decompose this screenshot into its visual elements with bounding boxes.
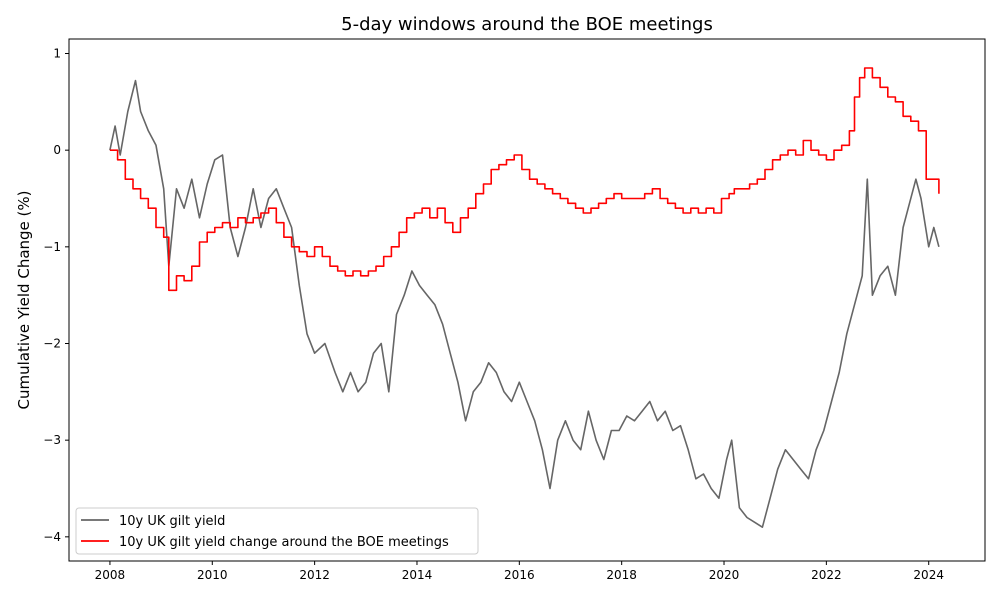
x-tick-label: 2024 bbox=[913, 568, 944, 582]
y-tick-label: 1 bbox=[53, 47, 61, 61]
legend-label-gilt-yield: 10y UK gilt yield bbox=[119, 514, 225, 529]
plot-area bbox=[69, 39, 985, 561]
x-tick-label: 2016 bbox=[504, 568, 535, 582]
y-axis: 1 0 −1 −2 −3 −4 bbox=[43, 47, 69, 544]
x-axis: 2008 2010 2012 2014 2016 2018 2020 2022 2024 bbox=[95, 561, 944, 582]
plot-frame bbox=[68, 38, 986, 562]
x-tick-label: 2012 bbox=[299, 568, 330, 582]
y-tick-label: −1 bbox=[43, 240, 61, 254]
x-tick-label: 2010 bbox=[197, 568, 228, 582]
gilt-yield-line bbox=[109, 79, 940, 528]
legend: 10y UK gilt yield 10y UK gilt yield chan… bbox=[75, 507, 479, 555]
legend-box bbox=[75, 507, 479, 555]
x-tick-label: 2008 bbox=[95, 568, 126, 582]
x-tick-label: 2020 bbox=[709, 568, 740, 582]
x-tick-label: 2014 bbox=[402, 568, 433, 582]
boe-window-line bbox=[109, 67, 940, 292]
x-tick-label: 2018 bbox=[606, 568, 637, 582]
chart-title: 5-day windows around the BOE meetings bbox=[341, 14, 713, 35]
legend-label-boe-window: 10y UK gilt yield change around the BOE … bbox=[119, 535, 449, 550]
y-tick-label: −2 bbox=[43, 337, 61, 351]
y-tick-label: −3 bbox=[43, 433, 61, 447]
y-tick-label: 0 bbox=[53, 143, 61, 157]
y-axis-title: Cumulative Yield Change (%) bbox=[15, 190, 33, 409]
x-tick-label: 2022 bbox=[811, 568, 842, 582]
y-tick-label: −4 bbox=[43, 530, 61, 544]
series-layer bbox=[109, 67, 940, 528]
